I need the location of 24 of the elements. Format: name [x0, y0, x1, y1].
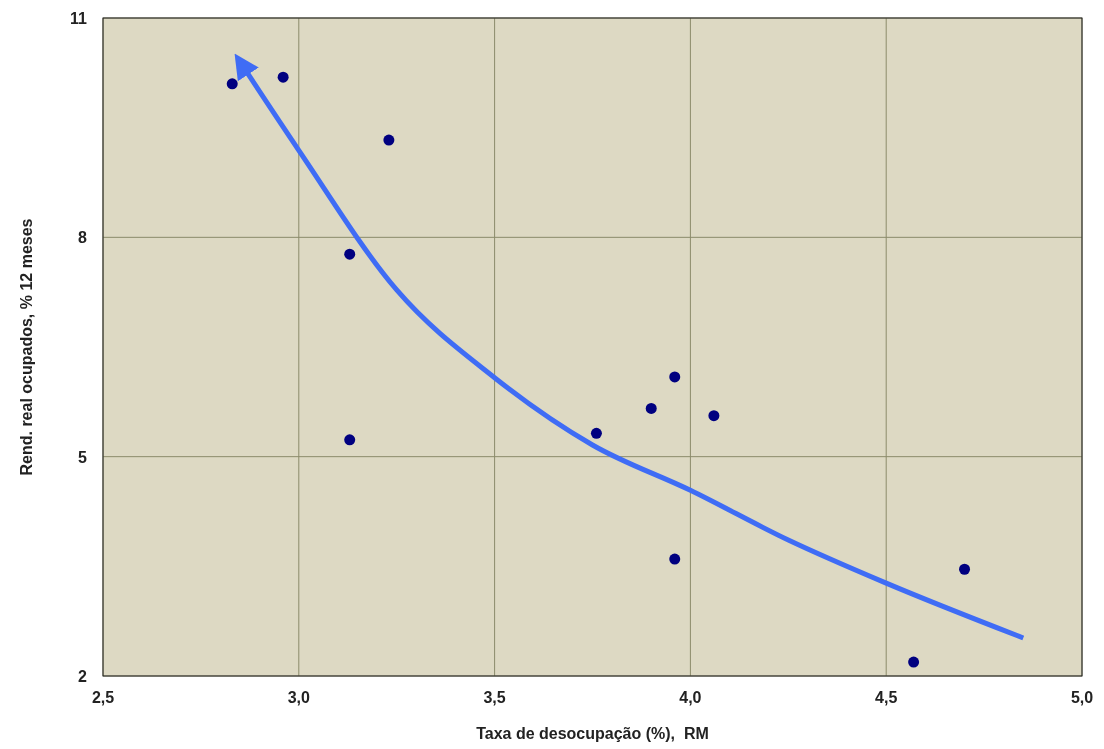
y-tick-label: 2 [78, 668, 88, 685]
x-tick-label: 5,0 [1070, 689, 1094, 706]
point [959, 563, 971, 575]
y-axis-title: Rend. real ocupados, % 12 meses [18, 218, 35, 476]
point [383, 134, 395, 146]
point [645, 402, 657, 414]
x-tick-label: 3,0 [287, 689, 311, 706]
x-axis-title: Taxa de desocupação (%), RM [476, 725, 709, 742]
y-tick-label: 8 [78, 229, 88, 247]
x-tick-label: 3,5 [483, 689, 506, 706]
point [226, 78, 238, 90]
point [344, 434, 356, 446]
y-tick-label: 11 [70, 10, 88, 27]
point [590, 427, 602, 439]
x-tick-label: 4,0 [679, 689, 702, 706]
y-tick-label: 5 [78, 448, 88, 466]
point [708, 410, 720, 422]
point [277, 71, 289, 83]
point [344, 248, 356, 260]
point [669, 553, 681, 565]
point [669, 371, 681, 383]
x-tick-label: 2,5 [91, 689, 115, 706]
point [908, 656, 920, 668]
x-tick-label: 4,5 [875, 689, 898, 706]
